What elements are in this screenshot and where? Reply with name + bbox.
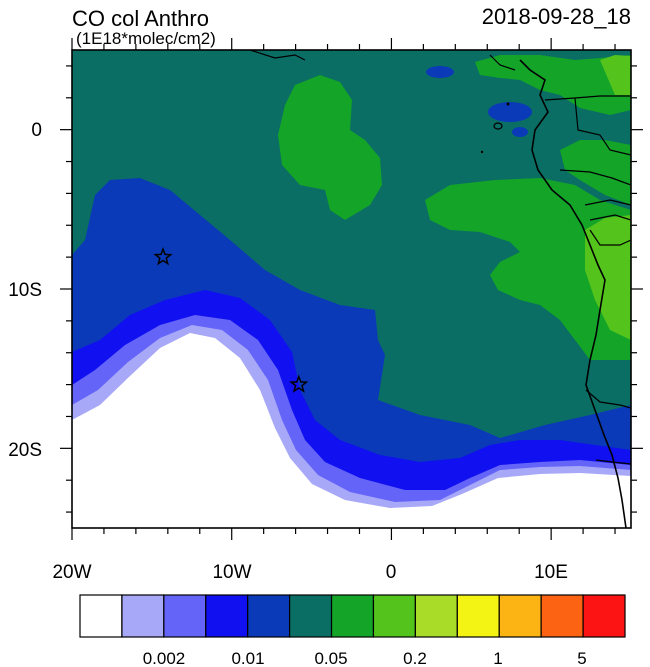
country-border-2 <box>574 97 631 156</box>
colorbar-swatch <box>247 594 291 638</box>
island-3 <box>480 150 484 154</box>
country-border-4 <box>584 199 631 221</box>
country-border-3 <box>559 169 631 186</box>
colorbar-swatch <box>205 594 249 638</box>
field-white <box>72 333 631 528</box>
colorbar-swatch <box>582 594 626 638</box>
colorbar-swatch <box>414 594 458 638</box>
field-blue-spot-3 <box>512 127 528 137</box>
country-border-7 <box>595 459 631 465</box>
field-blue-spot-2 <box>488 102 532 122</box>
country-border-1 <box>544 95 631 101</box>
colorbar-label: 1 <box>493 649 502 667</box>
x-tick-label: 20W <box>52 562 91 583</box>
colorbar-swatch <box>540 594 584 638</box>
field-green-patch-4 <box>560 140 631 205</box>
star-marker <box>289 374 309 393</box>
field-light-green <box>585 215 631 340</box>
island-2 <box>506 102 510 106</box>
colorbar-swatch <box>372 594 416 638</box>
y-tick-label: 20S <box>8 440 42 461</box>
colorbar-label: 0.002 <box>143 649 186 667</box>
field-blue-spot-1 <box>426 66 454 78</box>
x-tick-label: 10E <box>534 562 568 583</box>
colorbar-label: 0.01 <box>231 649 264 667</box>
colorbar-label: 5 <box>577 649 586 667</box>
y-tick-label: 10S <box>8 280 42 301</box>
plot-units: (1E18*molec/cm2) <box>76 29 216 48</box>
island <box>493 122 503 130</box>
field-light-green-2 <box>600 55 631 95</box>
colorbar-swatch <box>456 594 500 638</box>
colorbar-label: 0.2 <box>403 649 427 667</box>
colorbar-swatch <box>121 594 165 638</box>
country-border-5 <box>589 229 631 246</box>
x-tick-label: 0 <box>386 562 397 583</box>
country-border-8 <box>249 50 516 71</box>
colorbar-swatch <box>330 594 375 638</box>
field-green-patch-1 <box>278 75 382 220</box>
site-markers <box>153 247 309 393</box>
colorbar-label: 0.05 <box>314 649 347 667</box>
y-tick-label: 0 <box>31 120 42 141</box>
axis-ticks <box>60 38 643 540</box>
concentration-field <box>72 50 631 528</box>
plot-title: CO col Anthro <box>72 6 209 31</box>
colorbar <box>79 594 626 638</box>
star-marker <box>153 247 173 266</box>
country-border-6 <box>585 389 631 409</box>
field-green-patch-2 <box>425 178 631 360</box>
colorbar-swatch <box>289 594 333 638</box>
colorbar-swatch <box>498 594 542 638</box>
x-tick-label: 10W <box>212 562 251 583</box>
colorbar-swatch <box>79 594 123 638</box>
coastline <box>519 59 627 528</box>
plot-timestamp: 2018-09-28_18 <box>482 4 631 29</box>
colorbar-swatch <box>163 594 207 638</box>
